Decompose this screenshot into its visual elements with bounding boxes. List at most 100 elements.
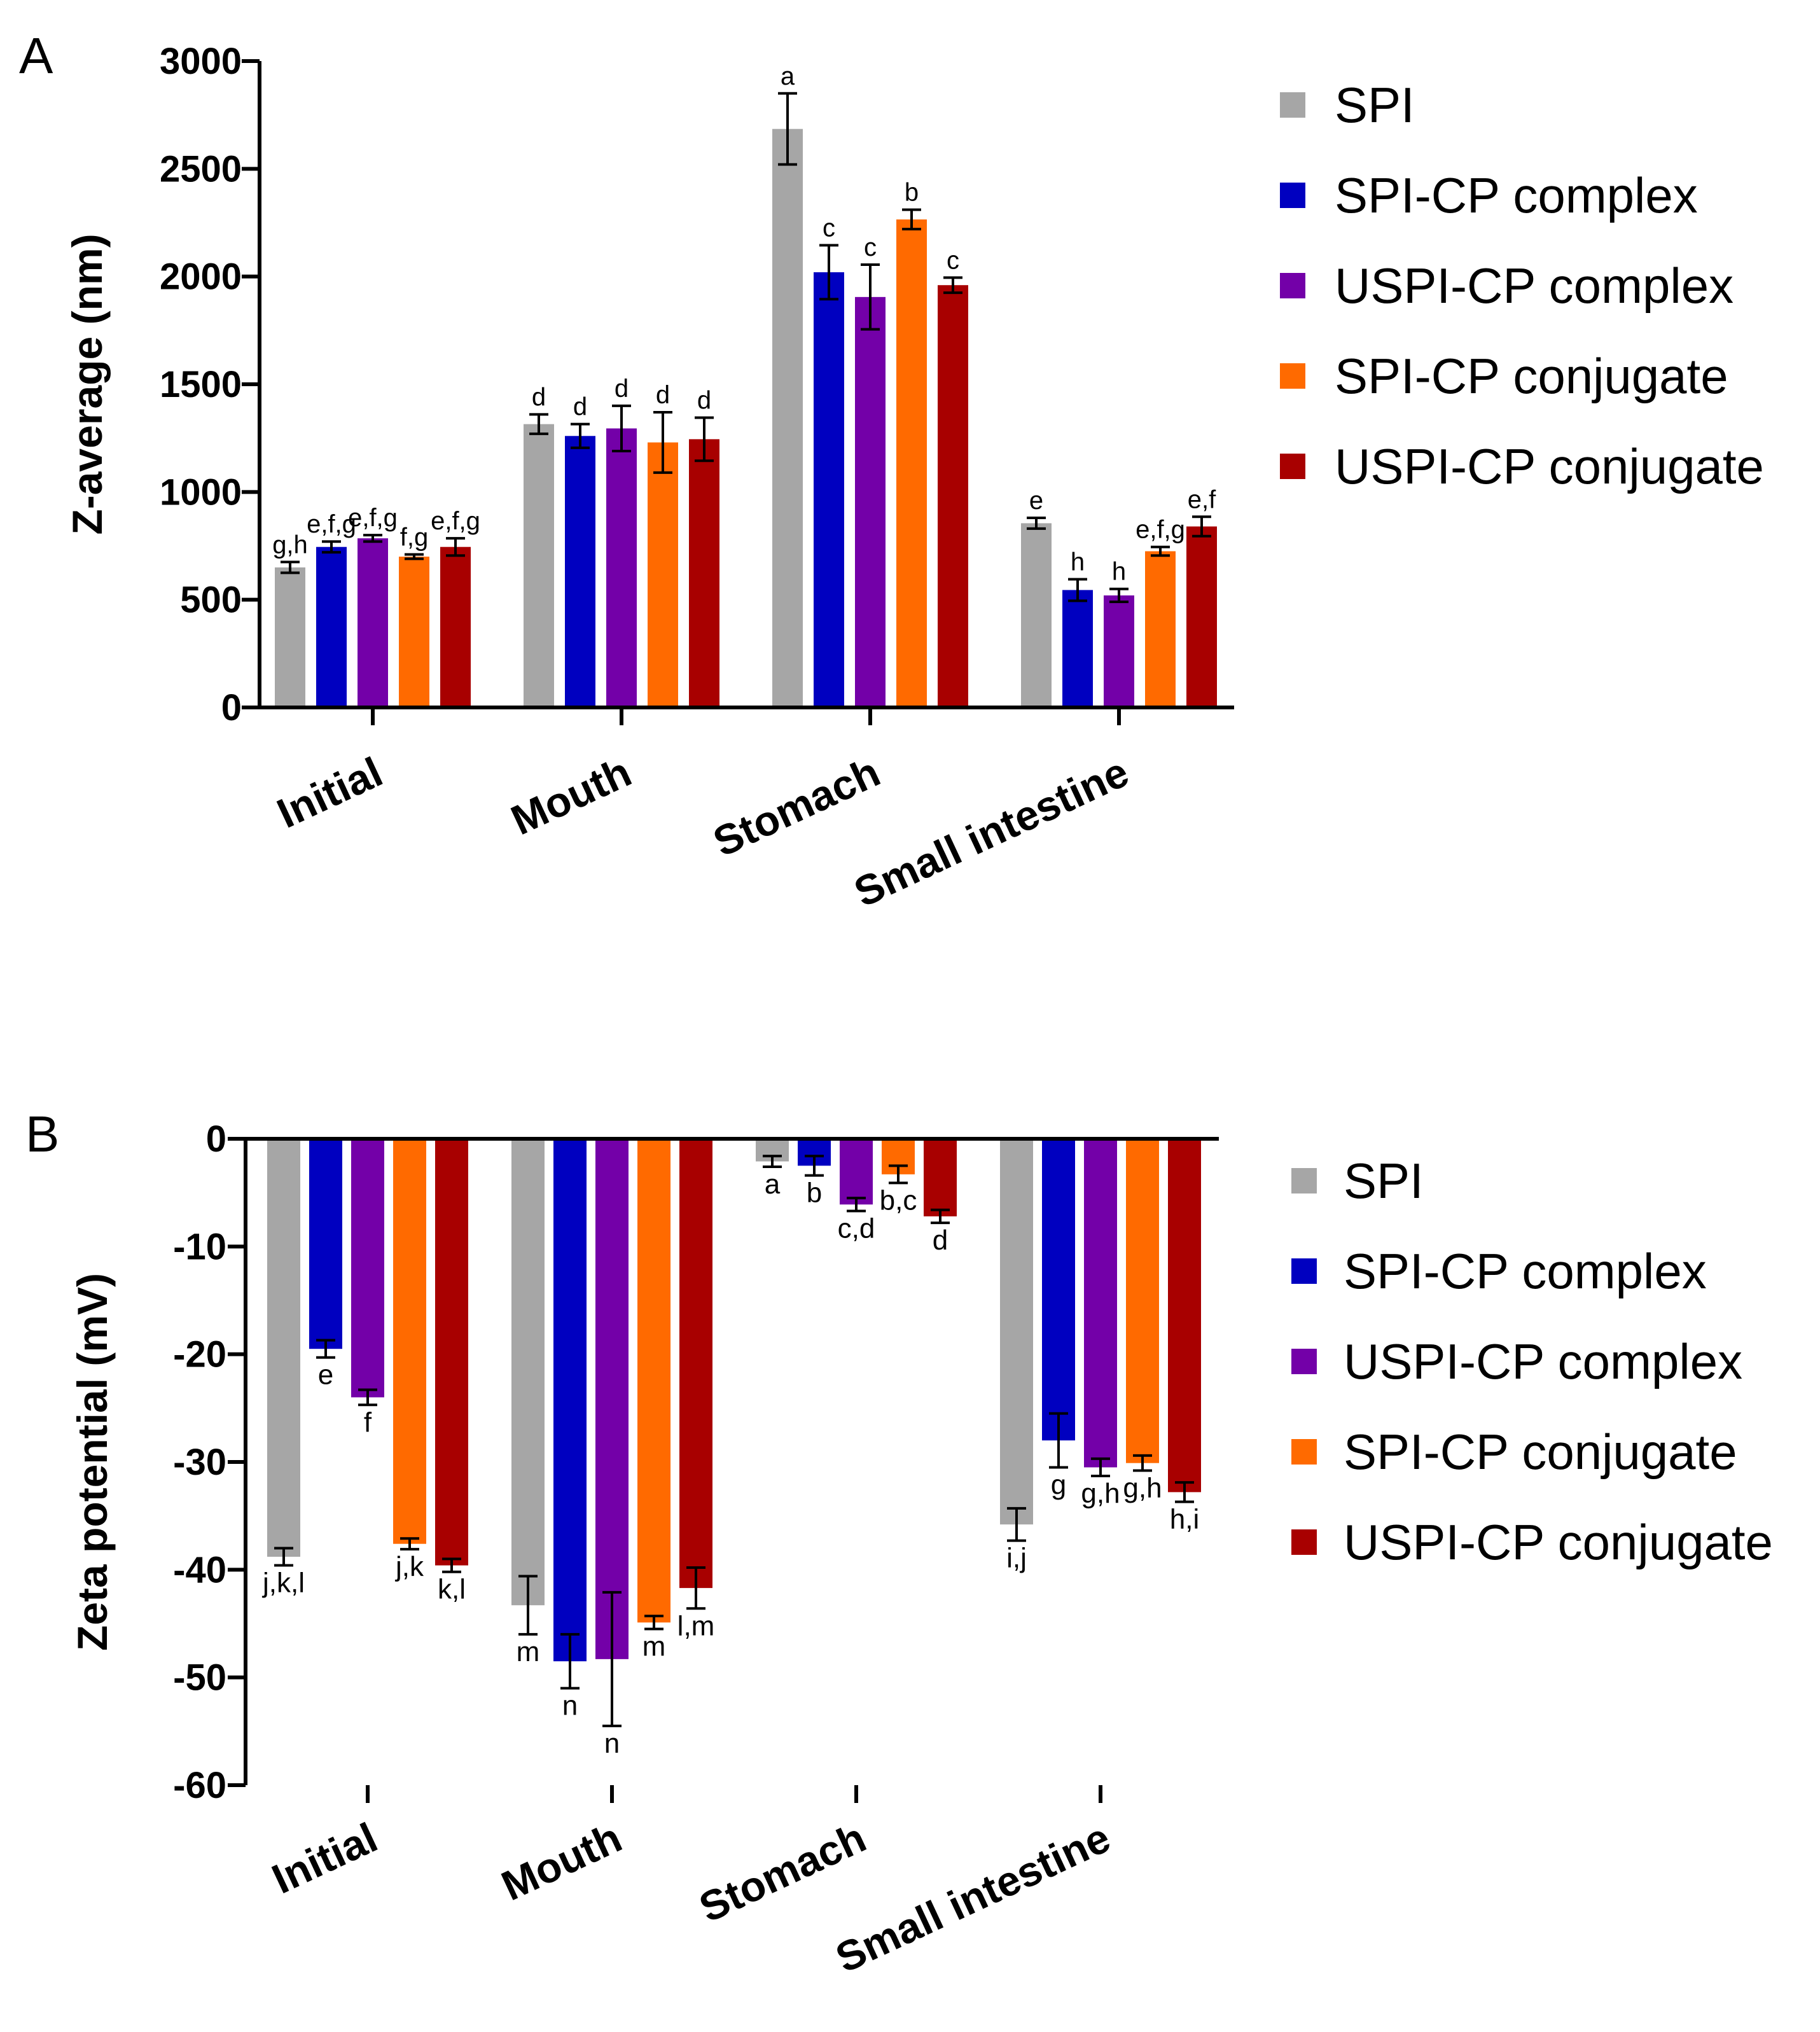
significance-letter: a [765, 1169, 781, 1200]
bar-spi-small-intestine [1000, 1139, 1033, 1525]
error-bar-uspi-cp-conjugate-small-intestine [1175, 1481, 1194, 1503]
error-bar-spi-small-intestine [1007, 1507, 1026, 1542]
bar-uspi-cp-conjugate-initial [435, 1139, 468, 1566]
y-tick-label: -30 [173, 1442, 226, 1483]
y-tick-label: -40 [173, 1549, 226, 1590]
bar-spi-initial [267, 1139, 300, 1557]
significance-letter: n [604, 1728, 620, 1759]
bar-spi-cp-conjugate-mouth [648, 442, 678, 707]
error-bar-spi-cp-complex-small-intestine [1049, 1412, 1068, 1469]
significance-letter: f [364, 1407, 372, 1438]
error-bar-uspi-cp-complex-mouth [612, 404, 631, 452]
legend-label-spi: SPI [1344, 1153, 1424, 1209]
significance-letter: g,h [1081, 1478, 1120, 1509]
y-axis-title: Z-average (nm) [64, 233, 111, 534]
significance-letter: m [643, 1631, 666, 1662]
bar-uspi-cp-conjugate-initial [440, 546, 471, 707]
error-bar-uspi-cp-conjugate-stomach [943, 276, 962, 295]
y-tick-label: 1500 [160, 364, 242, 405]
legend-swatch-uspi-cp-complex [1280, 273, 1305, 298]
legend-label-uspi-cp-complex: USPI-CP complex [1344, 1333, 1742, 1389]
significance-letter: c [947, 246, 959, 274]
bar-spi-cp-conjugate-small-intestine [1145, 551, 1176, 707]
bar-spi-cp-complex-small-intestine [1042, 1139, 1075, 1441]
legend-swatch-uspi-cp-conjugate [1291, 1529, 1317, 1555]
error-bar-uspi-cp-conjugate-small-intestine [1192, 515, 1211, 538]
error-bar-spi-initial [281, 560, 300, 574]
legend-swatch-spi [1280, 92, 1305, 118]
error-bar-spi-cp-conjugate-small-intestine [1133, 1454, 1152, 1472]
significance-letter: e,f,g [1136, 516, 1185, 544]
significance-letter: a [781, 62, 795, 90]
bar-spi-cp-complex-stomach [814, 272, 844, 708]
legend-swatch-spi-cp-conjugate [1280, 363, 1305, 389]
significance-letter: e,f,g [348, 504, 398, 532]
y-tick-label: -20 [173, 1334, 226, 1375]
significance-letter: e,f,g [307, 510, 356, 538]
bar-spi-cp-conjugate-small-intestine [1126, 1139, 1159, 1463]
significance-letter: j,k [394, 1551, 424, 1582]
significance-letter: b [905, 179, 919, 207]
y-tick-label: 0 [221, 687, 242, 728]
bar-uspi-cp-complex-small-intestine [1084, 1139, 1117, 1468]
y-tick-label: 500 [180, 580, 242, 621]
error-bar-spi-cp-conjugate-mouth [653, 411, 672, 474]
significance-letter: d [697, 386, 711, 414]
y-tick-label: 2500 [160, 148, 242, 190]
error-bar-uspi-cp-complex-stomach [847, 1197, 866, 1213]
error-bar-spi-cp-complex-mouth [571, 422, 590, 449]
y-tick-label: 0 [206, 1118, 226, 1160]
significance-letter: k,l [438, 1574, 466, 1605]
bar-spi-cp-complex-small-intestine [1062, 590, 1093, 707]
error-bar-uspi-cp-conjugate-stomach [931, 1208, 950, 1225]
significance-letter: e,f,g [431, 507, 480, 535]
error-bar-spi-cp-complex-stomach [805, 1155, 824, 1177]
bar-spi-initial [275, 567, 305, 707]
bar-spi-cp-conjugate-stomach [896, 219, 927, 707]
bar-uspi-cp-complex-small-intestine [1104, 595, 1134, 707]
legend: SPI SPI-CP complex USPI-CP complex SPI-CP c… [1280, 77, 1764, 494]
error-bar-spi-cp-conjugate-mouth [644, 1615, 663, 1631]
legend-swatch-uspi-cp-complex [1291, 1349, 1317, 1374]
significance-letter: c [864, 233, 877, 261]
significance-letter: j,k,l [261, 1568, 305, 1599]
bar-spi-cp-complex-mouth [553, 1139, 587, 1662]
panel-a-label: A [19, 27, 53, 84]
significance-letter: c,d [838, 1213, 875, 1244]
panel-b-label: B [25, 1106, 59, 1162]
error-bar-uspi-cp-conjugate-mouth [695, 416, 714, 463]
y-tick-label: -10 [173, 1226, 226, 1267]
legend-swatch-spi [1291, 1168, 1317, 1193]
bar-spi-small-intestine [1021, 523, 1052, 707]
bar-uspi-cp-complex-stomach [840, 1139, 873, 1205]
error-bar-uspi-cp-complex-mouth [602, 1590, 622, 1727]
bar-uspi-cp-complex-initial [351, 1139, 384, 1398]
y-tick-label: -60 [173, 1765, 226, 1806]
error-bar-spi-cp-conjugate-initial [405, 553, 424, 560]
error-bar-spi-cp-complex-initial [322, 540, 341, 554]
legend-swatch-spi-cp-complex [1280, 183, 1305, 208]
significance-letter: d [656, 381, 670, 409]
bar-spi-mouth [524, 424, 554, 707]
significance-letter: e,f [1188, 485, 1216, 513]
error-bar-spi-cp-conjugate-stomach [902, 208, 921, 231]
y-axis-title: Zeta potential (mV) [69, 1273, 116, 1651]
bar-spi-cp-conjugate-initial [393, 1139, 426, 1544]
bar-uspi-cp-conjugate-mouth [679, 1139, 712, 1589]
bar-spi-cp-complex-initial [316, 546, 347, 707]
legend-label-spi-cp-complex: SPI-CP complex [1335, 167, 1698, 223]
y-tick-label: -50 [173, 1657, 226, 1699]
legend-swatch-spi-cp-conjugate [1291, 1439, 1317, 1465]
error-bar-spi-stomach [778, 92, 797, 166]
error-bar-spi-cp-conjugate-small-intestine [1151, 545, 1170, 557]
legend-label-spi: SPI [1335, 77, 1415, 133]
error-bar-uspi-cp-complex-small-intestine [1109, 587, 1129, 604]
y-tick-label: 3000 [160, 41, 242, 82]
bar-uspi-cp-complex-stomach [855, 296, 886, 708]
significance-letter: g,h [272, 531, 308, 559]
error-bar-spi-initial [274, 1547, 293, 1567]
error-bar-spi-cp-complex-small-intestine [1068, 578, 1087, 602]
bar-spi-cp-conjugate-initial [399, 556, 429, 707]
bar-uspi-cp-conjugate-small-intestine [1186, 526, 1217, 707]
